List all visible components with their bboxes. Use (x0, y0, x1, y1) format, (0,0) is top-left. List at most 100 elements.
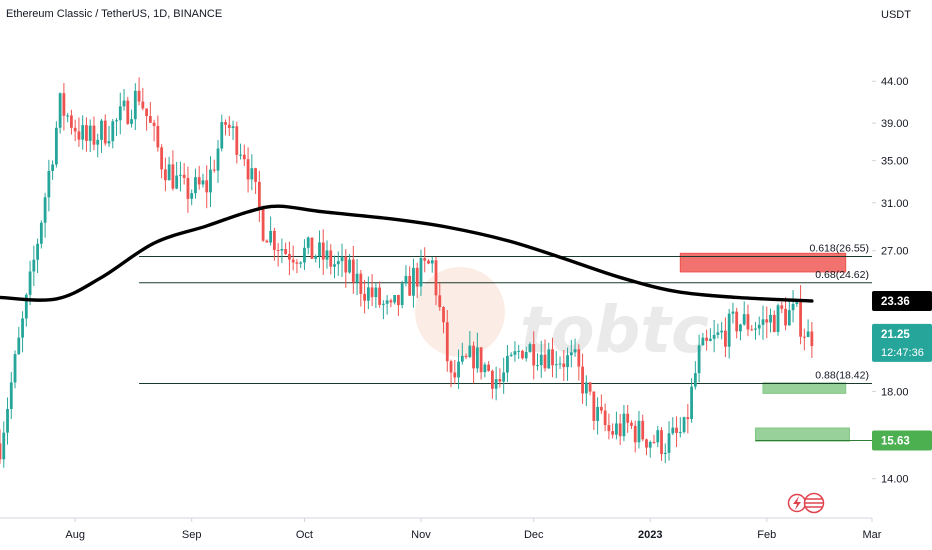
candle-body (799, 300, 802, 337)
y-tick-label: 39.00 (881, 118, 909, 130)
candle-body (547, 349, 551, 369)
candle (776, 303, 780, 336)
candle (122, 88, 126, 111)
candle-body (400, 283, 404, 306)
candle-body (186, 177, 190, 199)
candle-body (637, 420, 641, 443)
candle (115, 118, 118, 136)
candle (678, 417, 682, 438)
candle (310, 237, 314, 259)
candle-body (434, 260, 438, 296)
candle-body (618, 423, 622, 437)
candle (359, 270, 363, 307)
chart-title: Ethereum Classic / TetherUS, 1D, BINANCE (6, 8, 222, 20)
candle (295, 259, 299, 274)
candle (321, 229, 325, 275)
candle-body (667, 433, 671, 453)
y-tick-label: 31.00 (881, 198, 909, 210)
candle (475, 332, 479, 373)
candle (194, 168, 197, 199)
candle (190, 189, 194, 206)
candle (269, 216, 273, 246)
candle-body (397, 295, 400, 306)
candle (603, 403, 607, 432)
candle (216, 139, 220, 183)
candle-body (36, 243, 39, 260)
candle (592, 391, 596, 431)
candle-body (306, 237, 310, 248)
candle-body (735, 311, 739, 332)
candle-body (784, 308, 787, 326)
data-stream-icon[interactable] (787, 492, 825, 514)
candle (385, 295, 389, 315)
y-axis[interactable]: USDT 14.00 18.00 27.00 31.00 35.00 39.00 44.00 (872, 9, 911, 486)
candle (0, 429, 2, 464)
candle-body (671, 427, 675, 434)
candle-body (479, 347, 483, 373)
candle (246, 147, 250, 193)
candle (2, 421, 6, 468)
y-tick-label: 18.00 (881, 386, 909, 398)
candle (697, 334, 701, 383)
candle (355, 259, 359, 296)
candle (445, 310, 449, 372)
candle-body (28, 271, 32, 295)
candle (201, 173, 205, 188)
candle (111, 119, 115, 149)
candle (615, 411, 618, 440)
candle-body (412, 267, 415, 296)
candle-body (160, 147, 164, 170)
candle (70, 109, 73, 135)
candle-body (291, 259, 295, 263)
candle-body (118, 106, 122, 121)
candle-body (318, 242, 321, 257)
candle (393, 294, 397, 305)
candle-body (70, 115, 73, 128)
candle-body (190, 193, 194, 199)
candle (107, 125, 111, 147)
candle (9, 371, 13, 420)
candle (36, 238, 39, 274)
candle-body (58, 93, 62, 128)
candle (130, 109, 133, 128)
candle-body (442, 307, 445, 323)
candle (769, 308, 772, 333)
candle (167, 156, 171, 181)
candle (415, 262, 419, 298)
candle-body (457, 361, 460, 378)
candle-body (660, 430, 663, 455)
candle-body (539, 354, 543, 366)
candle-body (603, 410, 607, 426)
candle (784, 297, 787, 331)
candle-body (675, 427, 678, 433)
candle-body (584, 382, 588, 394)
candle (96, 133, 100, 158)
x-axis[interactable]: Aug Sep Oct Nov Dec 2023 Feb Mar (0, 517, 882, 541)
candle-body (212, 169, 216, 171)
candle-body (543, 354, 547, 369)
candle (419, 249, 423, 296)
candle-body (468, 345, 472, 358)
candle (85, 117, 88, 152)
candle (735, 307, 739, 339)
candle (573, 338, 577, 357)
candle-body (682, 417, 686, 433)
ma-price-badge-label: 23.36 (881, 296, 910, 308)
candle (160, 144, 164, 179)
candle (299, 261, 303, 268)
candle (464, 353, 468, 360)
candle-body (269, 230, 273, 243)
candle-body (359, 273, 363, 294)
candle (498, 368, 502, 388)
candle-body (678, 432, 682, 434)
candle-body (449, 361, 453, 373)
candle-body (536, 365, 539, 367)
candle-body (111, 121, 115, 142)
candle-body (363, 293, 366, 301)
y-axis-unit-label: USDT (881, 9, 911, 21)
candle (551, 337, 554, 378)
candle (126, 96, 130, 126)
candle (780, 301, 784, 314)
candle (62, 82, 66, 131)
candle-body (126, 100, 130, 124)
